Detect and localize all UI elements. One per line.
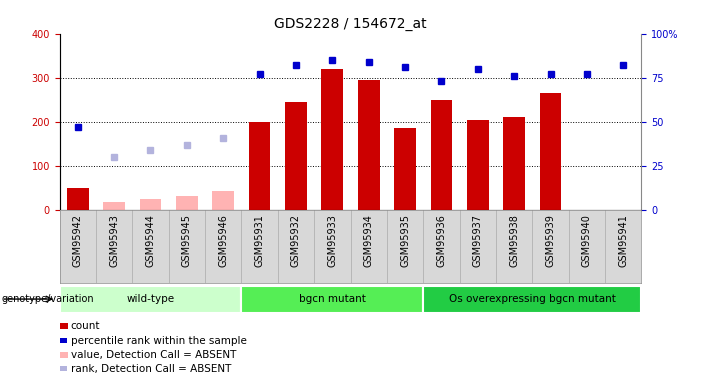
Bar <box>139 199 161 210</box>
Text: GSM95936: GSM95936 <box>437 214 447 267</box>
Text: GSM95932: GSM95932 <box>291 214 301 267</box>
Title: GDS2228 / 154672_at: GDS2228 / 154672_at <box>274 17 427 32</box>
Bar <box>60 286 241 313</box>
Text: rank, Detection Call = ABSENT: rank, Detection Call = ABSENT <box>71 364 231 374</box>
Bar <box>430 100 452 210</box>
Text: GSM95939: GSM95939 <box>545 214 555 267</box>
Text: GSM95931: GSM95931 <box>254 214 264 267</box>
Text: bgcn mutant: bgcn mutant <box>299 294 366 304</box>
Bar <box>176 196 198 210</box>
Text: GSM95945: GSM95945 <box>182 214 192 267</box>
Bar <box>285 102 307 210</box>
Bar <box>241 286 423 313</box>
Text: genotype/variation: genotype/variation <box>1 294 94 304</box>
Bar <box>321 69 343 210</box>
Bar <box>67 188 88 210</box>
Bar <box>103 202 125 210</box>
Text: GSM95942: GSM95942 <box>73 214 83 267</box>
Text: GSM95937: GSM95937 <box>472 214 483 267</box>
Text: GSM95944: GSM95944 <box>146 214 156 267</box>
Bar <box>212 192 234 210</box>
Text: count: count <box>71 321 100 331</box>
Text: GSM95940: GSM95940 <box>582 214 592 267</box>
Bar <box>358 80 380 210</box>
Text: Os overexpressing bgcn mutant: Os overexpressing bgcn mutant <box>449 294 615 304</box>
Bar <box>503 117 525 210</box>
Text: GSM95934: GSM95934 <box>364 214 374 267</box>
Text: GSM95943: GSM95943 <box>109 214 119 267</box>
Text: percentile rank within the sample: percentile rank within the sample <box>71 336 247 345</box>
Text: GSM95935: GSM95935 <box>400 214 410 267</box>
Text: GSM95941: GSM95941 <box>618 214 628 267</box>
Bar <box>394 129 416 210</box>
Bar <box>540 93 562 210</box>
Text: wild-type: wild-type <box>126 294 175 304</box>
Text: GSM95938: GSM95938 <box>509 214 519 267</box>
Text: GSM95946: GSM95946 <box>218 214 229 267</box>
Bar <box>423 286 641 313</box>
Bar <box>467 120 489 210</box>
Bar <box>249 122 271 210</box>
Text: GSM95933: GSM95933 <box>327 214 337 267</box>
Text: value, Detection Call = ABSENT: value, Detection Call = ABSENT <box>71 350 236 360</box>
